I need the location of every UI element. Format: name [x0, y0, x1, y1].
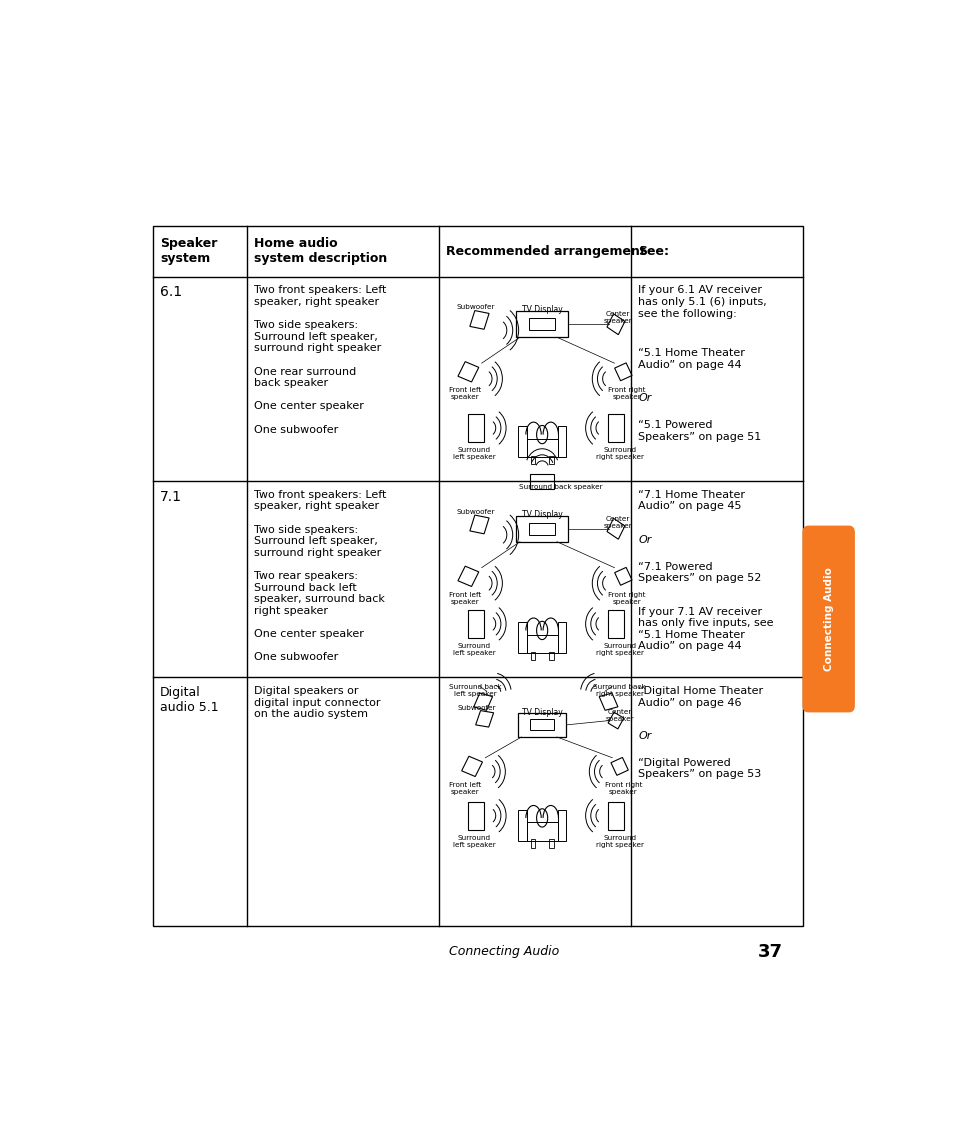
Text: Home audio
system description: Home audio system description — [254, 237, 387, 265]
Text: Surround
right speaker: Surround right speaker — [595, 834, 643, 848]
Bar — [530, 474, 554, 490]
Text: “5.1 Powered
Speakers” on page 51: “5.1 Powered Speakers” on page 51 — [638, 420, 760, 441]
Bar — [526, 439, 557, 457]
Bar — [517, 622, 526, 654]
Bar — [549, 839, 553, 848]
Text: Surround
right speaker: Surround right speaker — [595, 642, 643, 656]
Bar — [530, 651, 535, 660]
Text: “5.1 Home Theater
Audio” on page 44: “5.1 Home Theater Audio” on page 44 — [638, 348, 744, 371]
Text: Or: Or — [638, 393, 651, 403]
Text: Connecting Audio: Connecting Audio — [822, 567, 833, 670]
Text: Subwoofer: Subwoofer — [456, 304, 495, 310]
Text: Two front speakers: Left
speaker, right speaker

Two side speakers:
Surround lef: Two front speakers: Left speaker, right … — [254, 490, 386, 663]
Bar — [526, 822, 557, 841]
Bar — [467, 414, 483, 441]
Bar — [530, 456, 535, 464]
Bar — [529, 319, 555, 330]
Bar — [517, 713, 565, 737]
Text: Front right
speaker: Front right speaker — [608, 592, 645, 605]
Bar — [516, 311, 567, 337]
Text: Surround back speaker: Surround back speaker — [518, 484, 602, 491]
Bar — [557, 427, 565, 457]
Text: If your 7.1 AV receiver
has only five inputs, see
“5.1 Home Theater
Audio” on pa: If your 7.1 AV receiver has only five in… — [638, 606, 773, 651]
Bar — [467, 802, 483, 830]
Text: Connecting Audio: Connecting Audio — [448, 946, 558, 958]
Bar — [549, 651, 553, 660]
Bar — [467, 610, 483, 638]
Text: Or: Or — [638, 535, 651, 545]
Text: Speaker
system: Speaker system — [160, 237, 217, 265]
Text: Center
speaker: Center speaker — [604, 710, 634, 722]
Bar — [530, 720, 554, 730]
Text: Surround back
right speaker: Surround back right speaker — [593, 684, 645, 697]
Text: Digital
audio 5.1: Digital audio 5.1 — [160, 686, 218, 714]
Text: Surround
left speaker: Surround left speaker — [453, 642, 496, 656]
Text: 7.1: 7.1 — [160, 490, 182, 504]
Text: Surround
left speaker: Surround left speaker — [453, 834, 496, 848]
Text: Front right
speaker: Front right speaker — [608, 387, 645, 401]
Bar — [530, 839, 535, 848]
Text: Front left
speaker: Front left speaker — [448, 387, 480, 401]
Text: Recommended arrangement: Recommended arrangement — [446, 245, 645, 257]
Text: Surround
left speaker: Surround left speaker — [453, 447, 496, 460]
Text: Front left
speaker: Front left speaker — [448, 592, 480, 605]
Bar — [517, 810, 526, 841]
Text: 6.1: 6.1 — [160, 285, 182, 300]
Bar — [607, 802, 623, 830]
Text: Front right
speaker: Front right speaker — [604, 782, 641, 795]
Text: “7.1 Powered
Speakers” on page 52: “7.1 Powered Speakers” on page 52 — [638, 562, 760, 583]
Text: “Digital Powered
Speakers” on page 53: “Digital Powered Speakers” on page 53 — [638, 758, 760, 779]
Bar — [607, 610, 623, 638]
Text: Front left
speaker: Front left speaker — [448, 782, 480, 795]
Text: “Digital Home Theater
Audio” on page 46: “Digital Home Theater Audio” on page 46 — [638, 686, 762, 707]
Text: Surround
right speaker: Surround right speaker — [595, 447, 643, 460]
Text: 37: 37 — [757, 943, 781, 961]
Text: Center
speaker: Center speaker — [603, 515, 632, 529]
Text: If your 6.1 AV receiver
has only 5.1 (6) inputs,
see the following:: If your 6.1 AV receiver has only 5.1 (6)… — [638, 285, 766, 319]
Bar — [517, 427, 526, 457]
Text: Subwoofer: Subwoofer — [456, 509, 495, 514]
Text: See:: See: — [638, 245, 668, 257]
Text: Center
speaker: Center speaker — [603, 311, 632, 325]
Bar — [557, 622, 565, 654]
FancyBboxPatch shape — [801, 526, 854, 712]
Text: TV Display: TV Display — [521, 510, 562, 519]
Text: Digital speakers or
digital input connector
on the audio system: Digital speakers or digital input connec… — [254, 686, 380, 719]
Bar — [557, 810, 565, 841]
Text: TV Display: TV Display — [521, 707, 562, 716]
Bar — [529, 523, 555, 535]
Text: TV Display: TV Display — [521, 305, 562, 314]
Text: Or: Or — [638, 731, 651, 741]
Text: Two front speakers: Left
speaker, right speaker

Two side speakers:
Surround lef: Two front speakers: Left speaker, right … — [254, 285, 386, 435]
Bar — [516, 515, 567, 541]
Text: Surround back
left speaker: Surround back left speaker — [449, 684, 501, 697]
Text: “7.1 Home Theater
Audio” on page 45: “7.1 Home Theater Audio” on page 45 — [638, 490, 744, 511]
Bar — [526, 634, 557, 654]
Bar — [549, 456, 553, 464]
Bar — [607, 414, 623, 441]
Text: Subwoofer: Subwoofer — [457, 705, 496, 711]
